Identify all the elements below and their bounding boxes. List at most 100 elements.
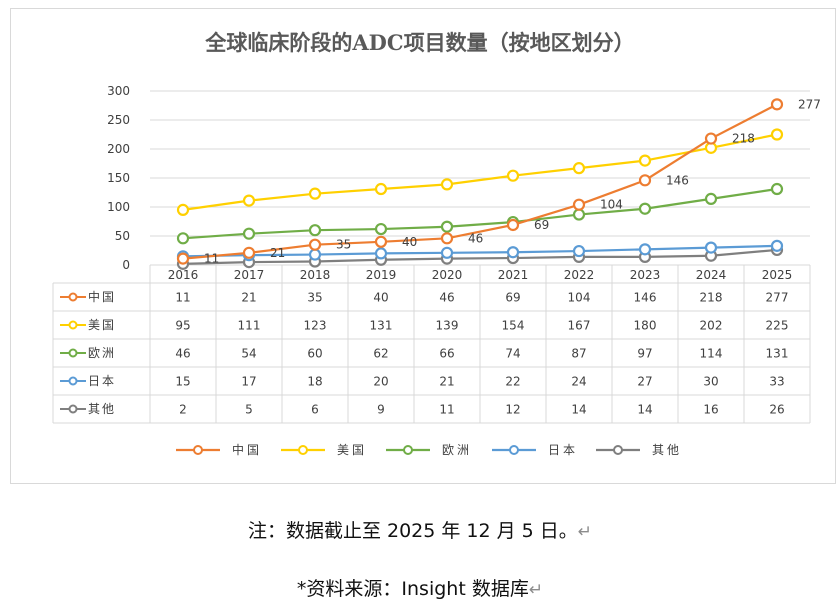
- table-cell: 12: [505, 403, 520, 417]
- table-cell: 46: [175, 347, 190, 361]
- x-tick-label: 2017: [234, 268, 265, 282]
- table-cell: 111: [238, 319, 261, 333]
- table-cell: 167: [568, 319, 591, 333]
- table-cell: 154: [502, 319, 525, 333]
- data-point: [572, 198, 586, 211]
- table-cell: 225: [766, 319, 789, 333]
- table-cell: 16: [703, 403, 718, 417]
- table-cell: 114: [700, 347, 723, 361]
- table-cell: 146: [634, 291, 657, 305]
- table-cell: 30: [703, 375, 718, 389]
- data-point: [374, 182, 388, 196]
- footnote-date: 注：数据截止至 2025 年 12 月 5 日。↵: [0, 516, 840, 543]
- data-point: [374, 222, 388, 236]
- table-cell: 123: [304, 319, 327, 333]
- table-cell: 54: [241, 347, 256, 361]
- y-tick-label: 150: [107, 171, 130, 185]
- data-point: [308, 224, 322, 237]
- data-point: [506, 246, 520, 259]
- data-point: [638, 243, 652, 256]
- data-point: [572, 208, 586, 221]
- table-legend-key-marker: [68, 376, 78, 386]
- y-tick-label: 250: [107, 113, 130, 127]
- y-tick-label: 300: [107, 84, 130, 98]
- table-cell: 17: [241, 375, 256, 389]
- x-tick-label: 2018: [300, 268, 331, 282]
- series-line: [182, 187, 778, 240]
- data-point: [308, 238, 322, 251]
- data-point: [374, 247, 388, 260]
- data-point: [242, 227, 256, 240]
- table-cell: 87: [571, 347, 586, 361]
- table-series-name: 欧洲: [88, 346, 116, 360]
- data-label: 35: [336, 238, 351, 252]
- data-point: [638, 174, 652, 187]
- table-cell: 22: [505, 375, 520, 389]
- data-label: 46: [468, 231, 483, 245]
- x-tick-label: 2022: [564, 268, 595, 282]
- data-point: [770, 98, 784, 111]
- y-tick-label: 50: [115, 229, 130, 243]
- table-cell: 14: [637, 403, 652, 417]
- data-point: [242, 194, 256, 207]
- footnote-source: *资料来源：Insight 数据库↵: [0, 574, 840, 601]
- table-cell: 20: [373, 375, 388, 389]
- table-cell: 14: [571, 403, 586, 417]
- data-label: 218: [732, 132, 755, 146]
- footnote-source-text: *资料来源：Insight 数据库: [296, 578, 529, 600]
- data-point: [770, 182, 784, 196]
- x-tick-label: 2019: [366, 268, 397, 282]
- table-cell: 9: [377, 403, 385, 417]
- series-line: [182, 244, 778, 258]
- legend-label: 其他: [652, 443, 682, 457]
- data-point: [704, 192, 718, 205]
- table-cell: 62: [373, 347, 388, 361]
- data-point: [176, 232, 190, 245]
- table-cell: 33: [769, 375, 784, 389]
- table-cell: 2: [179, 403, 187, 417]
- x-tick-label: 2023: [630, 268, 661, 282]
- data-point: [308, 187, 322, 200]
- series-line: [182, 103, 778, 260]
- legend-key-marker: [193, 445, 203, 455]
- table-series-name: 日本: [88, 374, 116, 388]
- table-cell: 74: [505, 347, 520, 361]
- table-legend-key-marker: [68, 320, 78, 330]
- series-line: [182, 248, 778, 265]
- table-cell: 69: [505, 291, 520, 305]
- table-cell: 139: [436, 319, 459, 333]
- y-tick-label: 0: [122, 258, 130, 272]
- table-legend-key-marker: [68, 404, 78, 414]
- table-legend-key-marker: [68, 348, 78, 358]
- data-point: [440, 220, 454, 233]
- data-label: 69: [534, 218, 549, 232]
- legend-key-marker: [403, 445, 413, 455]
- x-tick-label: 2020: [432, 268, 463, 282]
- table-cell: 26: [769, 403, 784, 417]
- table-cell: 60: [307, 347, 322, 361]
- table-cell: 11: [439, 403, 454, 417]
- table-cell: 131: [370, 319, 393, 333]
- table-series-name: 美国: [88, 318, 116, 332]
- data-point: [176, 203, 190, 216]
- data-point: [638, 154, 652, 167]
- table-cell: 21: [241, 291, 256, 305]
- data-point: [638, 202, 652, 215]
- data-point: [506, 169, 520, 182]
- table-legend-key-marker: [68, 292, 78, 302]
- table-cell: 95: [175, 319, 190, 333]
- data-point: [308, 248, 322, 261]
- legend-label: 美国: [337, 443, 367, 457]
- table-cell: 180: [634, 319, 657, 333]
- data-point: [176, 252, 190, 265]
- table-series-name: 其他: [88, 402, 116, 416]
- y-tick-label: 100: [107, 200, 130, 214]
- data-point: [506, 218, 520, 232]
- table-cell: 15: [175, 375, 190, 389]
- table-cell: 18: [307, 375, 322, 389]
- y-tick-label: 200: [107, 142, 130, 156]
- table-cell: 40: [373, 291, 388, 305]
- return-mark-2: ↵: [528, 580, 544, 600]
- table-cell: 24: [571, 375, 586, 389]
